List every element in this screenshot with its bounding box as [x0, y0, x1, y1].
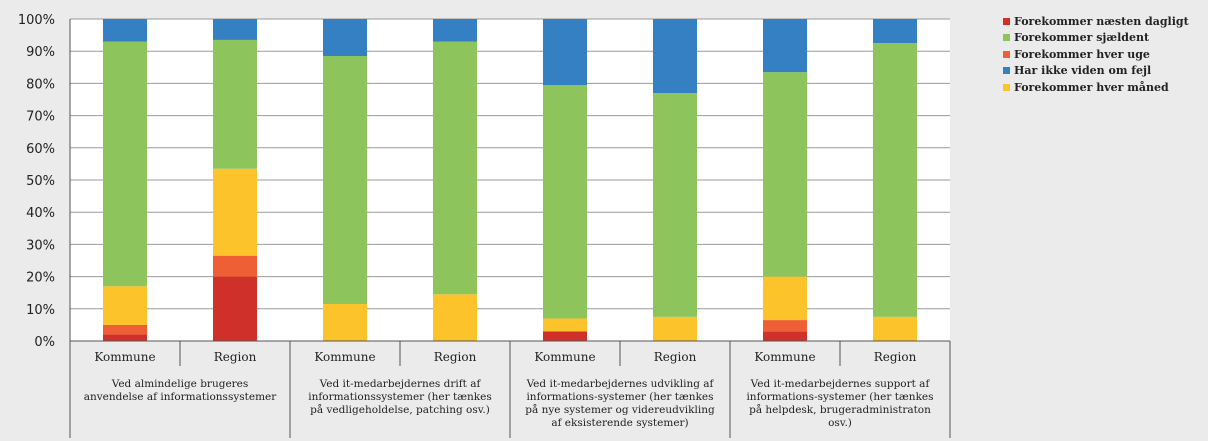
bar-segment: [763, 72, 807, 277]
bar-segment: [323, 19, 367, 57]
bar-segment: [103, 41, 147, 287]
bar-segment: [873, 316, 917, 341]
bar-segment: [103, 286, 147, 325]
group-label: Ved almindelige brugeres anvendelse af i…: [83, 378, 277, 403]
y-tick-label: 40%: [26, 206, 55, 221]
x-tick-label: Region: [434, 350, 477, 364]
y-tick-label: 80%: [26, 77, 55, 92]
y-tick-label: 10%: [26, 303, 55, 318]
legend-item: Forekommer hver måned: [1003, 79, 1189, 96]
x-tick-label: Region: [654, 350, 697, 364]
legend-item: Forekommer næsten dagligt: [1003, 13, 1189, 30]
y-tick-label: 100%: [18, 13, 55, 28]
x-tick-label: Kommune: [534, 350, 595, 364]
x-tick-label: Region: [874, 350, 917, 364]
y-tick-label: 50%: [26, 174, 55, 189]
bar-segment: [323, 56, 367, 304]
bar-segment: [763, 276, 807, 321]
bar-segment: [213, 39, 257, 169]
bar-segment: [103, 334, 147, 341]
bar-segment: [653, 19, 697, 94]
bar-segment: [213, 19, 257, 40]
y-tick-label: 90%: [26, 45, 55, 60]
bar-segment: [543, 85, 587, 319]
bar-segment: [213, 168, 257, 256]
x-tick-label: Kommune: [754, 350, 815, 364]
y-tick-label: 30%: [26, 238, 55, 253]
bar-segment: [543, 19, 587, 86]
bar-segment: [763, 331, 807, 341]
legend-swatch: [1003, 67, 1010, 75]
x-tick-label: Kommune: [94, 350, 155, 364]
bar-segment: [543, 331, 587, 341]
group-label: Ved it-medarbejdernes udvikling af infor…: [525, 378, 715, 429]
y-tick-label: 70%: [26, 110, 55, 125]
group-label: Ved it-medarbejdernes support af informa…: [746, 378, 934, 429]
legend-label: Forekommer sjældent: [1014, 31, 1150, 45]
bar-segment: [763, 19, 807, 73]
legend-label: Forekommer hver måned: [1014, 80, 1169, 94]
y-tick-label: 60%: [26, 142, 55, 157]
bar-segment: [873, 43, 917, 317]
bar-segment: [433, 294, 477, 341]
legend-swatch: [1003, 83, 1010, 91]
bar-segment: [103, 19, 147, 42]
y-tick-label: 0%: [34, 335, 55, 350]
bar-segment: [653, 93, 697, 317]
bar-segment: [323, 303, 367, 341]
bar-segment: [763, 320, 807, 332]
group-label: Ved it-medarbejdernes drift af informati…: [308, 378, 492, 416]
legend-swatch: [1003, 34, 1010, 42]
legend-swatch: [1003, 17, 1010, 25]
legend-item: Forekommer hver uge: [1003, 46, 1189, 63]
bar-segment: [213, 276, 257, 341]
legend-swatch: [1003, 50, 1010, 58]
bar-segment: [653, 316, 697, 341]
legend-item: Forekommer sjældent: [1003, 30, 1189, 47]
bar-segment: [433, 19, 477, 42]
x-tick-label: Region: [214, 350, 257, 364]
bar-segment: [213, 255, 257, 277]
legend-item: Har ikke viden om fejl: [1003, 63, 1189, 80]
legend: Forekommer næsten dagligt Forekommer sjæl…: [1003, 13, 1189, 96]
bar-segment: [543, 318, 587, 332]
y-tick-label: 20%: [26, 271, 55, 286]
bar-segment: [433, 41, 477, 295]
bar-segment: [873, 19, 917, 44]
legend-label: Forekommer næsten dagligt: [1014, 14, 1189, 28]
x-tick-label: Kommune: [314, 350, 375, 364]
bar-segment: [103, 324, 147, 335]
legend-label: Forekommer hver uge: [1014, 47, 1150, 61]
legend-label: Har ikke viden om fejl: [1014, 64, 1152, 78]
